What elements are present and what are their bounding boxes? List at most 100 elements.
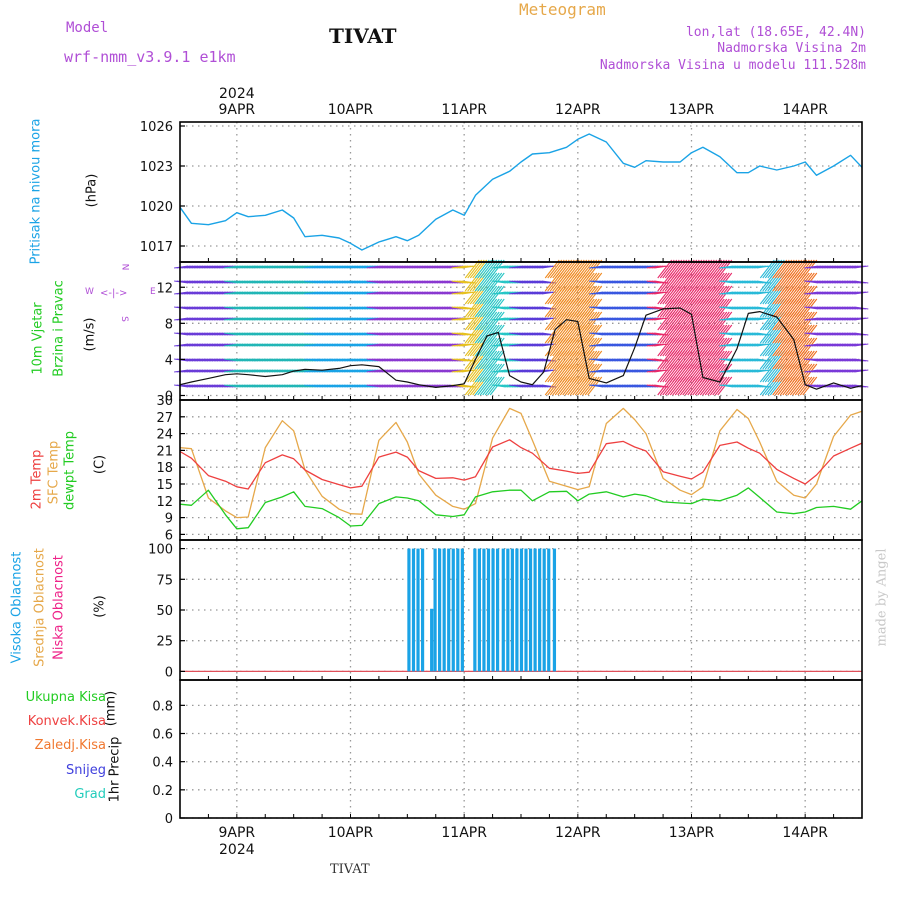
- wind-barb: [657, 259, 673, 279]
- wind-barb: [799, 272, 815, 292]
- wind-barb: [787, 259, 803, 279]
- wind-barb: [489, 285, 505, 305]
- wind-barb: [574, 259, 590, 279]
- y-tick-label: 30: [156, 394, 173, 409]
- wind-barb: [487, 311, 503, 331]
- wind-barb: [654, 280, 669, 284]
- wind-barb: [579, 337, 595, 357]
- data-layer: [179, 133, 863, 673]
- wind-barb: [797, 376, 813, 396]
- precip-legend-item: Zaledj.Kisa: [34, 738, 106, 754]
- wind-barb: [714, 285, 730, 305]
- wind-barb: [794, 350, 810, 370]
- wind-barb: [802, 285, 818, 305]
- wind-barb: [797, 324, 813, 344]
- y-tick-label: 0.4: [152, 756, 173, 771]
- wind-barb: [484, 350, 500, 370]
- wind-barb: [577, 259, 593, 279]
- wind-barb: [714, 259, 730, 279]
- wind-barb: [717, 337, 733, 357]
- wind-barb: [582, 324, 598, 344]
- wind-barb: [489, 337, 505, 357]
- cloud-bar: [542, 548, 546, 672]
- temp-units: (C): [92, 454, 108, 475]
- wind-barb: [756, 317, 771, 321]
- y-tick-label: 18: [156, 461, 173, 476]
- y-tick-label: 0: [165, 389, 173, 404]
- wind-barb: [709, 285, 725, 305]
- wind-barb: [717, 259, 733, 279]
- wind-barb: [694, 259, 710, 279]
- wind-barb: [557, 259, 573, 279]
- label-layer: 9APR 9APR 10APR 10APR 11APR 11APR 12APR 12APR 13…: [219, 86, 829, 858]
- wind-barb: [782, 259, 798, 279]
- wind-barb: [797, 259, 813, 279]
- precip-legend-item: Snijeg: [66, 762, 106, 778]
- wind-barb: [582, 259, 598, 279]
- wind-barb: [584, 363, 600, 383]
- wind-barb: [672, 259, 688, 279]
- wind-barb: [659, 259, 675, 279]
- wind-barb: [756, 265, 771, 269]
- wind-barb: [579, 298, 595, 318]
- wind-barb: [582, 311, 598, 331]
- wind-barb: [799, 259, 815, 279]
- y-tick-label: 24: [156, 428, 173, 443]
- wind-barb: [794, 272, 810, 292]
- wind-barb: [477, 259, 493, 279]
- y-tick-label: 50: [156, 604, 173, 619]
- wind-barb: [482, 272, 498, 292]
- y-tick-label: 9: [165, 512, 173, 527]
- wind-barb: [756, 306, 771, 310]
- frame-layer: [179, 121, 863, 819]
- wind-barb: [584, 285, 600, 305]
- y-tick-label: 100: [148, 543, 173, 558]
- bottom-day-label: 11APR: [441, 825, 487, 841]
- cloud-bar: [510, 548, 514, 672]
- wind-barb: [714, 350, 730, 370]
- cloud-bar: [552, 548, 557, 672]
- station-title: TIVAT: [329, 24, 397, 48]
- wind-barb: [487, 363, 503, 383]
- wind-barb: [582, 350, 598, 370]
- wind-barb: [654, 384, 669, 388]
- wind-barb: [482, 350, 498, 370]
- panel-frame: [179, 121, 863, 263]
- sfc-temp-line: [179, 407, 863, 519]
- wind-barb: [547, 259, 563, 279]
- precip-legend: Ukupna Kisa Konvek.Kisa Zaledj.Kisa Snijeg G…: [0, 686, 106, 807]
- y-tick-label: 75: [156, 573, 173, 588]
- cloud-title-mid: Srednja Oblacnost: [32, 548, 48, 667]
- cloud-bar: [547, 548, 551, 672]
- wind-title-2: Brzina i Pravac: [51, 280, 67, 377]
- wind-barb: [654, 369, 669, 373]
- wind-barb: [687, 259, 703, 279]
- pressure-line: [179, 133, 863, 251]
- wind-barb: [541, 358, 556, 362]
- wind-barb: [682, 259, 698, 279]
- wind-barb: [489, 311, 505, 331]
- cloud-bar: [538, 548, 542, 672]
- wind-barb: [461, 306, 476, 310]
- wind-barb: [762, 259, 778, 279]
- wind-barb: [467, 259, 483, 279]
- wind-barb: [654, 332, 669, 336]
- wind-barb: [714, 376, 730, 396]
- y-tick-label: 0.8: [152, 699, 173, 714]
- wind-barb: [756, 369, 771, 373]
- wind-barb: [479, 259, 495, 279]
- wind-barb: [662, 259, 678, 279]
- cloud-bar: [416, 548, 420, 672]
- wind-barb: [794, 298, 810, 318]
- wind-barb: [487, 350, 503, 370]
- wind-barb: [794, 259, 810, 279]
- wind-barb: [484, 259, 500, 279]
- wind-barb: [756, 291, 771, 295]
- wind-barb: [712, 337, 728, 357]
- wind-barb: [487, 285, 503, 305]
- wind-title-1: 10m Vjetar: [30, 302, 46, 375]
- wind-barb: [549, 259, 565, 279]
- model-height-label: Nadmorska Visina u modelu 111.528m: [599, 58, 866, 73]
- wind-barb: [567, 259, 583, 279]
